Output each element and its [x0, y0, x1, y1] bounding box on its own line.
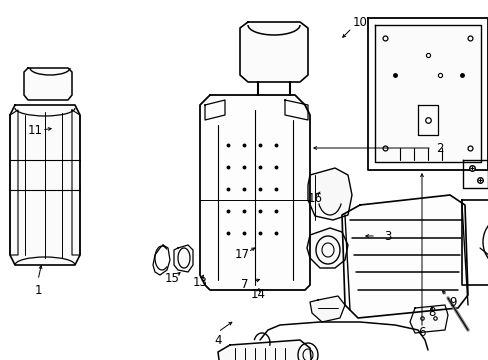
Text: 4: 4 — [214, 333, 221, 346]
Text: 6: 6 — [417, 327, 425, 339]
Polygon shape — [10, 105, 80, 265]
Polygon shape — [24, 68, 72, 100]
Polygon shape — [240, 22, 307, 82]
Polygon shape — [374, 25, 480, 162]
Text: 9: 9 — [448, 296, 456, 309]
Text: 11: 11 — [27, 123, 42, 136]
Text: 2: 2 — [435, 141, 443, 154]
Polygon shape — [174, 245, 193, 272]
Text: 7: 7 — [241, 279, 248, 292]
Text: 16: 16 — [307, 192, 322, 204]
Text: 10: 10 — [352, 15, 366, 28]
Text: 14: 14 — [250, 288, 265, 302]
Text: 8: 8 — [427, 306, 435, 320]
Polygon shape — [200, 95, 309, 290]
Text: 1: 1 — [34, 284, 41, 297]
Text: 3: 3 — [384, 230, 391, 243]
Polygon shape — [307, 168, 351, 220]
Text: 15: 15 — [164, 271, 179, 284]
Polygon shape — [341, 195, 467, 318]
Text: 13: 13 — [192, 275, 207, 288]
Polygon shape — [409, 305, 447, 333]
Polygon shape — [309, 296, 345, 322]
Polygon shape — [218, 340, 311, 360]
Text: 17: 17 — [234, 248, 249, 261]
Polygon shape — [306, 228, 347, 268]
